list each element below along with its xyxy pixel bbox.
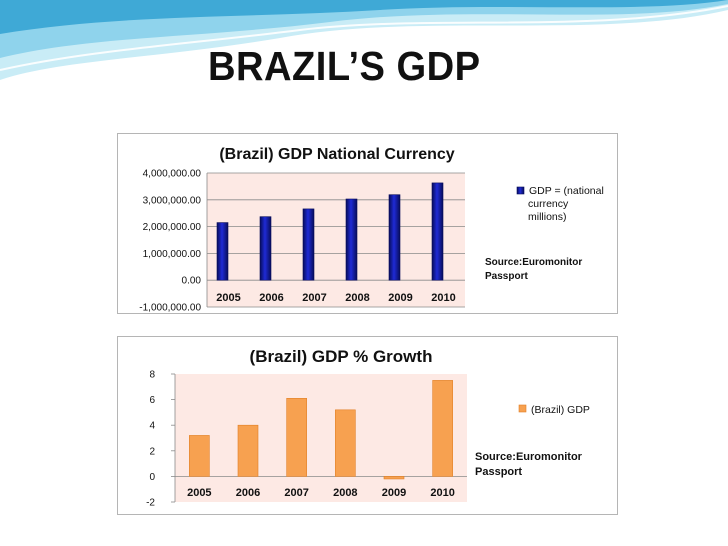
y-tick-label: -2 [146, 498, 155, 509]
bar-gdp-national [259, 216, 272, 281]
bar-gdp-growth [237, 424, 259, 477]
gdp-growth-chart: (Brazil) GDP % Growth -2 0 2 4 6 8 2005 2006 2007… [117, 336, 618, 515]
y-tick-label: -1,000,000.00 [139, 303, 201, 314]
bar-gdp-growth [335, 409, 356, 477]
bar-gdp-national [216, 222, 229, 281]
plot-area [207, 173, 465, 307]
legend-label: currency [528, 198, 569, 210]
wave-highlight [0, 5, 728, 71]
bar-gdp-national [345, 198, 358, 281]
bar-gdp-growth [189, 435, 210, 477]
wave-dark [0, 0, 728, 34]
y-tick-label: 3,000,000.00 [143, 195, 202, 206]
bar-gdp-national [388, 194, 401, 281]
gdp-national-currency-chart: (Brazil) GDP National Currency -1,000,000… [117, 133, 618, 314]
source-annotation: Passport [475, 466, 522, 478]
x-tick-label: 2009 [388, 292, 412, 304]
x-tick-label: 2005 [187, 487, 211, 499]
x-tick-label: 2007 [284, 487, 308, 499]
x-tick-label: 2010 [430, 487, 454, 499]
y-tick-label: 4 [149, 421, 155, 432]
bar-gdp-growth [383, 476, 405, 480]
header-wave-decoration [0, 0, 728, 80]
legend-swatch [516, 186, 525, 195]
y-tick-label: 0 [149, 472, 155, 483]
legend-label: millions) [528, 211, 567, 223]
bar-gdp-growth [432, 380, 453, 477]
x-tick-label: 2008 [333, 487, 357, 499]
y-tick-label: 4,000,000.00 [143, 169, 202, 180]
legend-label: (Brazil) GDP [531, 404, 590, 416]
chart-title: (Brazil) GDP % Growth [250, 347, 433, 366]
legend-label: GDP = (national [529, 185, 604, 197]
source-annotation: Source:Euromonitor [475, 451, 583, 463]
source-annotation: Source:Euromonitor [485, 257, 582, 268]
source-annotation: Passport [485, 271, 528, 282]
chart-title: (Brazil) GDP National Currency [219, 146, 454, 163]
x-tick-label: 2006 [236, 487, 260, 499]
x-tick-label: 2005 [216, 292, 240, 304]
x-tick-label: 2010 [431, 292, 455, 304]
y-tick-label: 1,000,000.00 [143, 249, 202, 260]
y-tick-label: 2 [149, 446, 155, 457]
legend-swatch [518, 404, 527, 413]
bar-gdp-national [302, 208, 315, 281]
x-tick-label: 2008 [345, 292, 369, 304]
y-tick-label: 8 [149, 370, 155, 381]
x-tick-label: 2009 [382, 487, 406, 499]
plot-area [175, 374, 467, 502]
y-tick-label: 6 [149, 395, 155, 406]
slide-title: BRAZIL’S GDP [208, 43, 481, 89]
bar-gdp-national [431, 182, 444, 281]
y-tick-label: 0.00 [182, 276, 202, 287]
x-tick-label: 2006 [259, 292, 283, 304]
x-tick-label: 2007 [302, 292, 326, 304]
y-tick-label: 2,000,000.00 [143, 222, 202, 233]
bar-gdp-growth [286, 398, 307, 477]
